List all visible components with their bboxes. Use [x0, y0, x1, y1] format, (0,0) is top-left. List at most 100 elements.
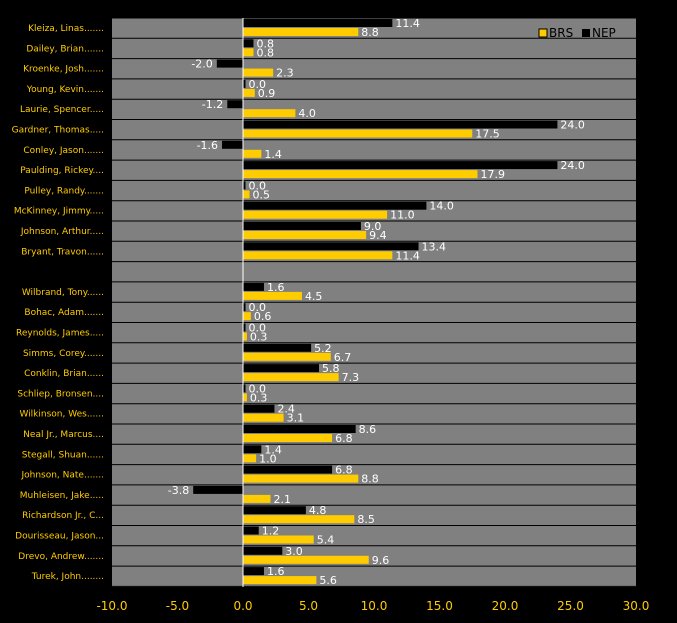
nep-bar-conley-jason: [222, 140, 243, 149]
x-tick-label: 25.0: [557, 599, 584, 613]
nep-value-label-schliep-bronsen: 0.0: [249, 382, 267, 395]
row-label-kleiza-linas: Kleiza, Linas.......: [28, 24, 104, 34]
brs-bar-pulley-randy: [243, 190, 250, 199]
nep-bar-drevo-andrew: [243, 546, 283, 555]
x-axis-tick-labels: -10.0 -5.0 0.0 5.0 10.0 15.0 20.0 25.0 30.0: [96, 599, 649, 613]
nep-bar-schliep-bronsen: [243, 384, 246, 393]
brs-value-label-pulley-randy: 0.5: [253, 188, 270, 201]
brs-bar-paulding-rickey: [243, 170, 478, 179]
legend-swatch-nep: [582, 29, 590, 37]
brs-bar-muhleisen-jake: [243, 494, 271, 503]
nep-value-label-richardson-jr-c: 4.8: [309, 504, 327, 517]
row-label-reynolds-james: Reynolds, James.....: [16, 329, 104, 339]
x-tick-label: -5.0: [166, 599, 189, 613]
brs-bar-wilkinson-wes: [243, 413, 284, 422]
brs-value-label-conley-jason: 1.4: [264, 148, 282, 161]
brs-value-label-wilkinson-wes: 3.1: [287, 412, 305, 425]
row-label-schliep-bronsen: Schliep, Bronsen....: [17, 389, 104, 399]
nep-bar-richardson-jr-c: [243, 506, 306, 515]
x-tick-label: 30.0: [623, 599, 650, 613]
nep-bar-reynolds-james: [243, 323, 246, 332]
value-labels-layer: 11.48.80.80.8-2.02.30.00.9-1.24.024.017.…: [168, 17, 585, 587]
brs-bar-stegall-shuan: [243, 454, 257, 463]
brs-value-label-laurie-spencer: 4.0: [298, 107, 316, 120]
row-label-wilkinson-wes: Wilkinson, Wes......: [19, 410, 104, 420]
row-label-conley-jason: Conley, Jason.......: [23, 146, 104, 156]
x-tick-label: -10.0: [96, 599, 127, 613]
row-label-kroenke-josh: Kroenke, Josh.......: [23, 65, 104, 75]
legend: BRS NEP: [538, 26, 616, 40]
brs-bar-gardner-thomas: [243, 129, 473, 138]
brs-bar-schliep-bronsen: [243, 393, 247, 402]
brs-bar-drevo-andrew: [243, 555, 369, 564]
nep-bar-kleiza-linas: [243, 19, 393, 27]
brs-value-label-turek-john: 5.6: [319, 574, 337, 587]
nep-value-label-kroenke-josh: -2.0: [191, 58, 212, 71]
nep-value-label-gardner-thomas: 24.0: [560, 119, 585, 132]
brs-value-label-mckinney-jimmy: 11.0: [390, 209, 415, 222]
x-tick-label: 10.0: [361, 599, 388, 613]
row-label-mckinney-jimmy: McKinney, Jimmy.....: [14, 207, 104, 217]
row-label-wilbrand-tony: Wilbrand, Tony......: [22, 288, 104, 298]
brs-value-label-kroenke-josh: 2.3: [276, 67, 294, 80]
brs-bar-richardson-jr-c: [243, 515, 355, 524]
row-label-richardson-jr-c: Richardson Jr., C...: [22, 511, 104, 521]
brs-bar-mckinney-jimmy: [243, 210, 388, 219]
nep-value-label-laurie-spencer: -1.2: [202, 98, 223, 111]
nep-bar-bohac-adam: [243, 303, 246, 312]
nep-value-label-turek-john: 1.6: [267, 565, 285, 578]
nep-value-label-pulley-randy: 0.0: [249, 179, 267, 192]
brs-bar-conklin-brian: [243, 373, 339, 382]
row-label-muhleisen-jake: Muhleisen, Jake.....: [20, 491, 104, 501]
row-label-dourisseau-jason: Dourisseau, Jason...: [15, 532, 104, 542]
nep-value-label-dailey-brian: 0.8: [256, 37, 274, 50]
legend-label-brs: BRS: [549, 26, 573, 40]
nep-value-label-neal-jr-marcus: 8.6: [359, 423, 377, 436]
nep-value-label-bohac-adam: 0.0: [249, 301, 267, 314]
row-label-stegall-shuan: Stegall, Shuan......: [22, 450, 104, 460]
x-tick-label: 15.0: [426, 599, 453, 613]
brs-value-label-kleiza-linas: 8.8: [361, 26, 379, 39]
legend-label-nep: NEP: [592, 26, 616, 40]
brs-bar-conley-jason: [243, 149, 262, 158]
legend-swatch-brs: [538, 28, 548, 38]
nep-value-label-stegall-shuan: 1.4: [264, 443, 282, 456]
nep-value-label-muhleisen-jake: -3.8: [168, 484, 189, 497]
nep-value-label-mckinney-jimmy: 14.0: [429, 200, 454, 213]
brs-value-label-wilbrand-tony: 4.5: [305, 290, 323, 303]
nep-value-label-paulding-rickey: 24.0: [560, 159, 585, 172]
bars-layer: [193, 19, 558, 585]
nep-bar-kroenke-josh: [216, 59, 243, 68]
nep-value-label-young-kevin: 0.0: [249, 78, 267, 91]
brs-bar-neal-jr-marcus: [243, 434, 333, 442]
nep-bar-dailey-brian: [243, 39, 254, 48]
row-label-johnson-nate: Johnson, Nate.......: [20, 471, 104, 481]
brs-value-label-dailey-brian: 0.8: [256, 46, 274, 59]
nep-bar-mckinney-jimmy: [243, 201, 427, 210]
nep-value-label-conley-jason: -1.6: [197, 139, 218, 152]
nep-bar-bryant-travon: [243, 242, 419, 251]
x-tick-label: 0.0: [233, 599, 252, 613]
brs-value-label-conklin-brian: 7.3: [342, 371, 360, 384]
brs-value-label-schliep-bronsen: 0.3: [250, 391, 268, 404]
nep-bar-laurie-spencer: [227, 100, 243, 109]
brs-value-label-simms-corey: 6.7: [334, 351, 352, 364]
row-label-laurie-spencer: Laurie, Spencer.....: [20, 105, 104, 115]
nep-bar-turek-john: [243, 567, 264, 576]
row-label-conklin-brian: Conklin, Brian......: [24, 369, 104, 379]
nep-bar-muhleisen-jake: [193, 485, 243, 494]
brs-bar-young-kevin: [243, 88, 255, 97]
row-label-bryant-travon: Bryant, Travon......: [21, 247, 104, 257]
nep-value-label-kleiza-linas: 11.4: [395, 17, 420, 30]
nep-bar-paulding-rickey: [243, 161, 558, 170]
brs-value-label-stegall-shuan: 1.0: [259, 452, 277, 465]
brs-bar-dourisseau-jason: [243, 535, 314, 544]
brs-bar-kleiza-linas: [243, 28, 359, 36]
nep-bar-gardner-thomas: [243, 120, 558, 129]
row-label-pulley-randy: Pulley, Randy.......: [24, 186, 104, 196]
nep-value-label-wilkinson-wes: 2.4: [277, 403, 295, 416]
brs-bar-wilbrand-tony: [243, 291, 302, 300]
brs-bar-turek-john: [243, 576, 317, 585]
nep-bar-johnson-arthur: [243, 222, 361, 230]
